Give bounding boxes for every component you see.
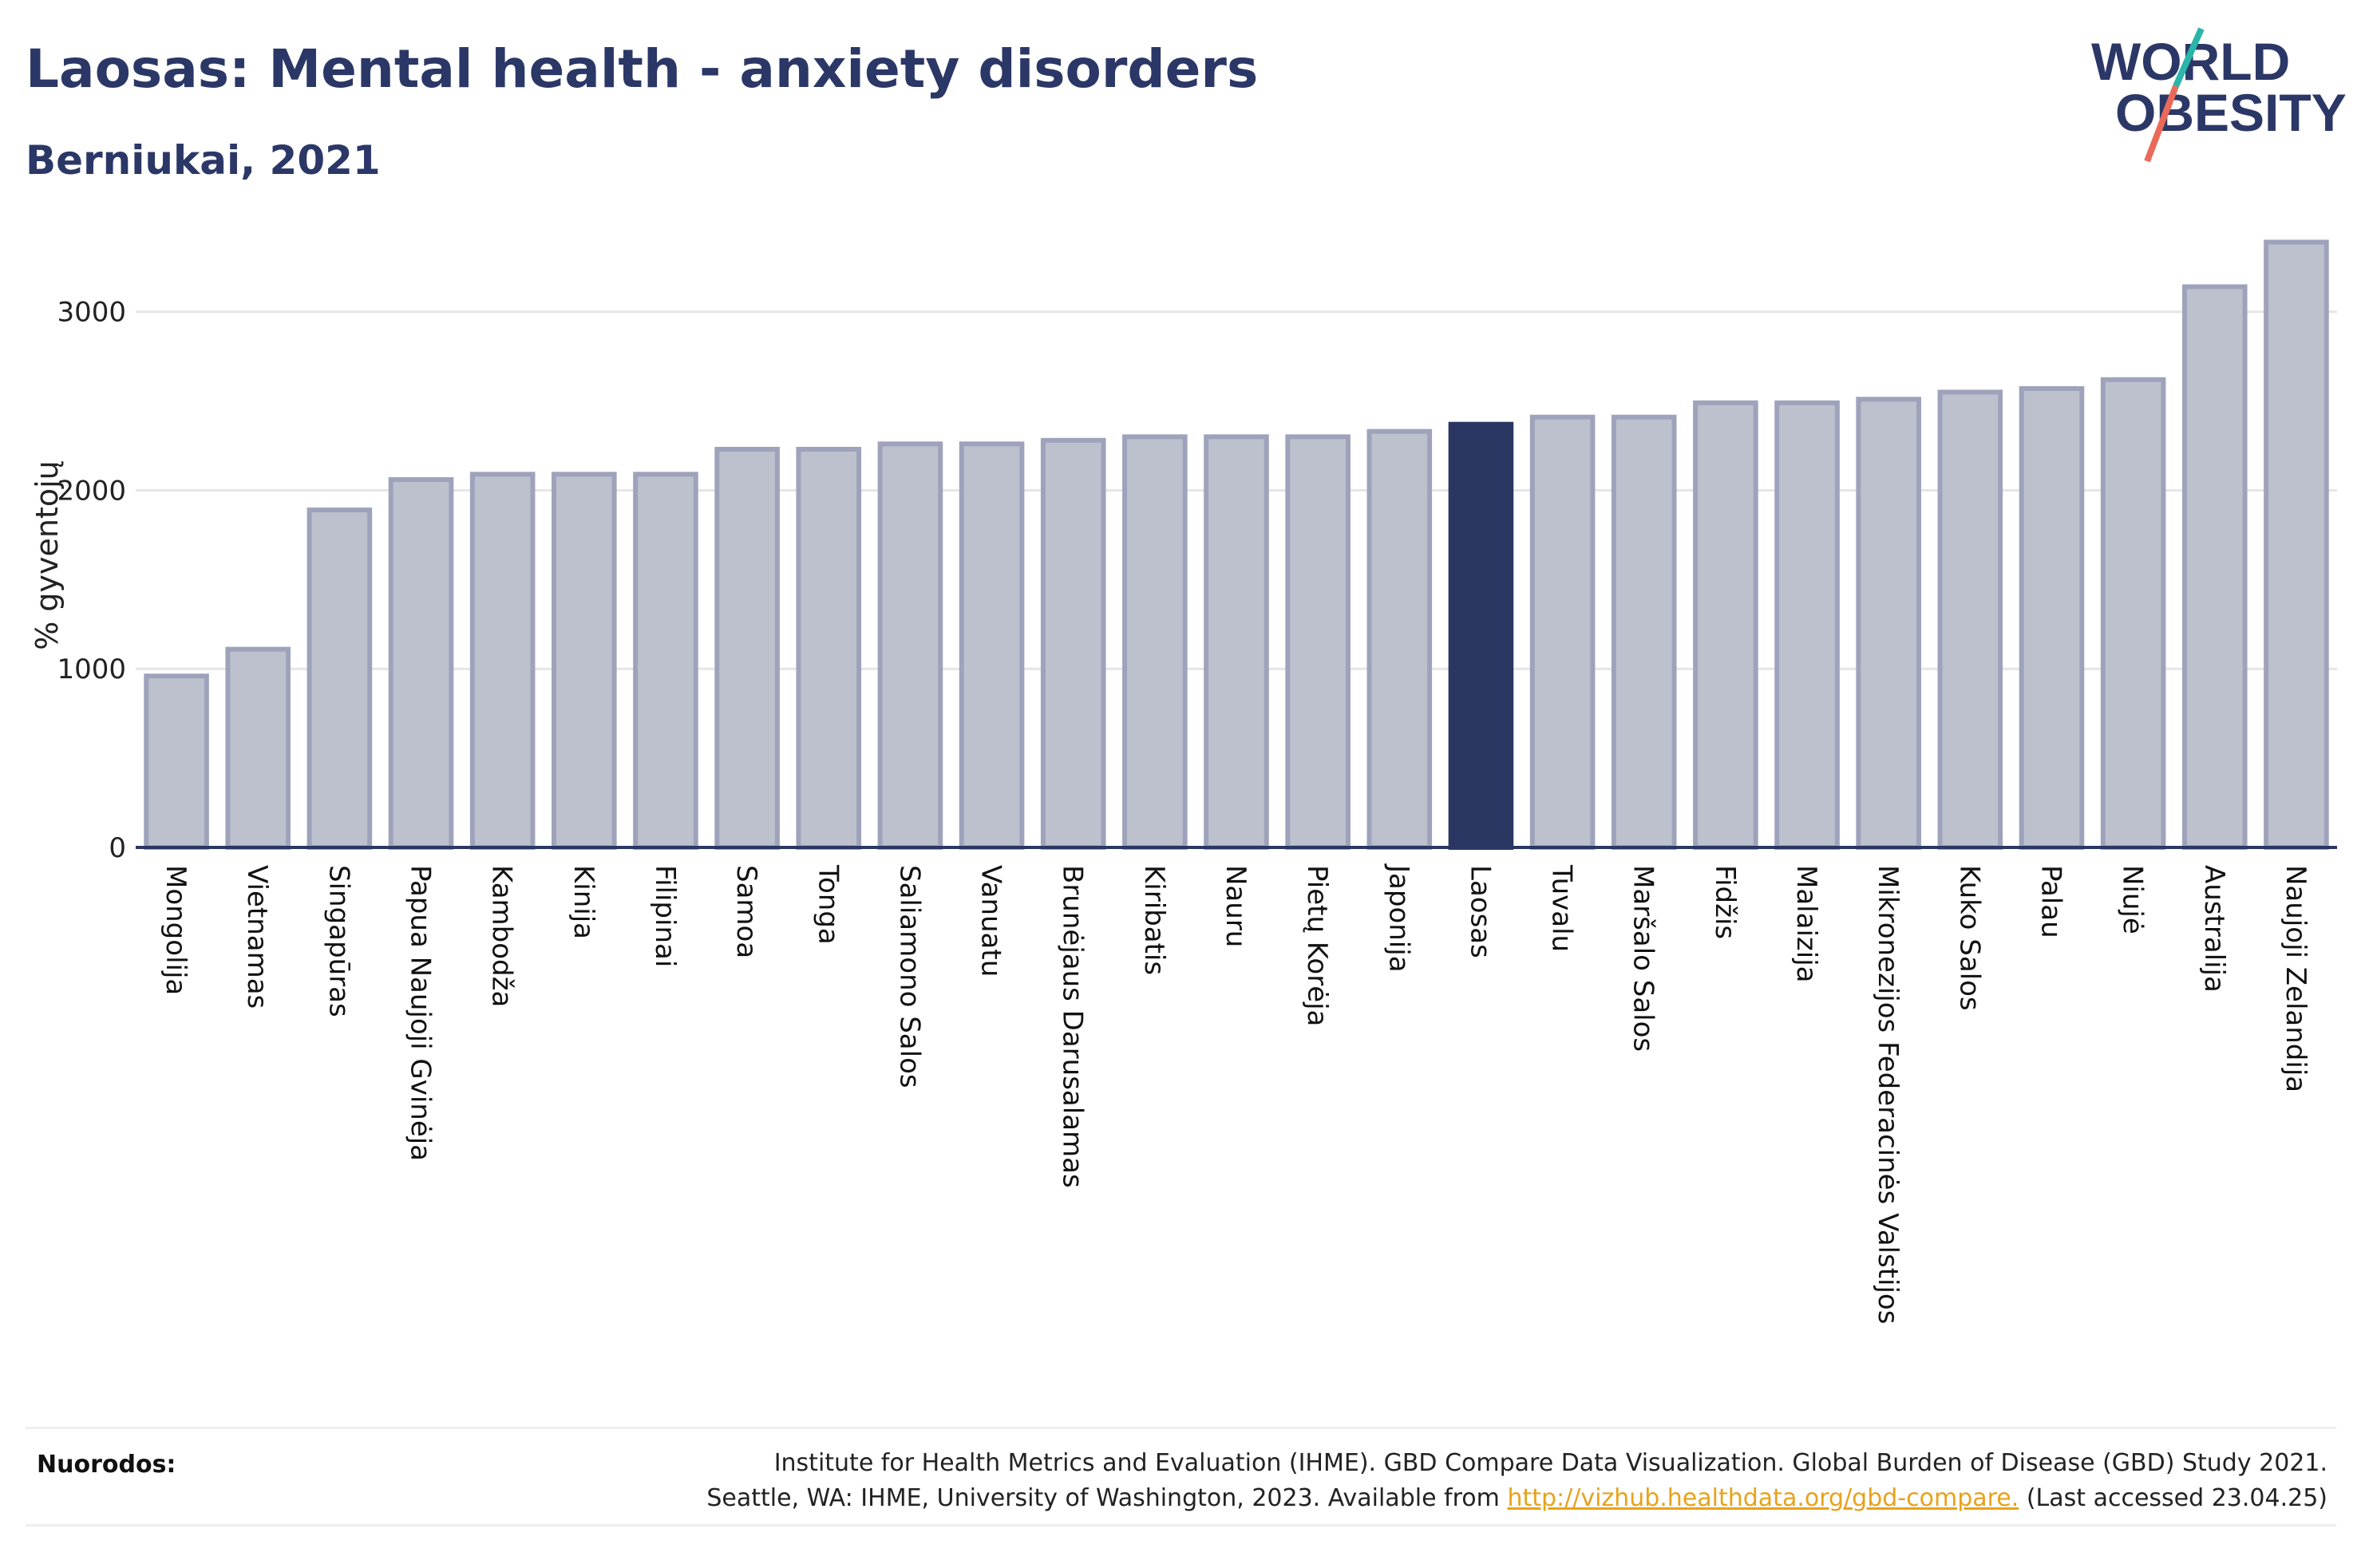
bar: [1693, 400, 1758, 850]
bar: [877, 441, 943, 850]
x-tick-label: Kinija: [568, 865, 599, 939]
references-accessed: (Last accessed 23.04.25): [2026, 1484, 2327, 1512]
bar: [552, 472, 617, 850]
y-tick-label: 2000: [57, 475, 126, 507]
y-axis-title: % gyventojų: [30, 460, 65, 650]
x-tick-label: Malaizija: [1790, 865, 1822, 982]
x-tick-label: Nauru: [1220, 865, 1252, 947]
references-label: Nuorodos:: [37, 1451, 176, 1479]
y-tick-label: 0: [109, 832, 126, 864]
bar: [469, 472, 536, 850]
bar: [1040, 437, 1106, 851]
bar: [1529, 414, 1596, 850]
footer-divider-bottom: [26, 1524, 2336, 1527]
x-tick-label: Australija: [2198, 865, 2230, 993]
x-tick-label: Vanuatu: [975, 865, 1007, 977]
world-obesity-logo: WORLD OBESITY: [2091, 27, 2347, 163]
x-tick-label: Naujoji Zelandija: [2280, 865, 2312, 1092]
bar: [1856, 397, 1921, 850]
x-tick-label: Brunėjaus Darusalamas: [1057, 865, 1089, 1188]
bar: [959, 441, 1025, 850]
x-tick-label: Mongolija: [160, 865, 192, 995]
bar: [144, 673, 209, 851]
x-tick-label: Tuvalu: [1546, 864, 1578, 952]
x-tick-label: Japonija: [1382, 863, 1414, 973]
bar: [2181, 284, 2248, 850]
bar: [714, 446, 780, 851]
bar-chart: 0 1000 2000 3000 % gyventojų Mongolija Vietnam…: [30, 239, 2337, 1324]
chart-subtitle: Berniukai, 2021: [26, 137, 381, 184]
bar: [2019, 385, 2085, 850]
bar: [388, 477, 454, 850]
x-tick-label: Kuko Salos: [1953, 865, 1985, 1011]
x-tick-label: Singapūras: [322, 865, 354, 1017]
footer-divider-top: [26, 1427, 2336, 1429]
x-tick-label: Niujė: [2117, 865, 2149, 934]
references-line-2-text: Seattle, WA: IHME, University of Washing…: [706, 1484, 1500, 1512]
x-tick-label: Pietų Korėja: [1301, 865, 1333, 1026]
bar: [1204, 434, 1269, 850]
x-tick-label: Kiribatis: [1138, 865, 1170, 975]
x-tick-label: Maršalo Salos: [1627, 865, 1659, 1052]
bar: [1774, 400, 1840, 850]
references-link[interactable]: http://vizhub.healthdata.org/gbd-compare…: [1507, 1484, 2019, 1512]
y-tick-label: 1000: [57, 654, 126, 685]
bar: [225, 646, 291, 850]
bar: [306, 508, 373, 850]
chart-title: Laosas: Mental health - anxiety disorder…: [26, 38, 1259, 100]
x-tick-label: Saliamono Salos: [893, 865, 925, 1088]
bar: [796, 446, 862, 851]
x-tick-label: Filipinai: [649, 865, 681, 967]
x-tick-label: Kambodža: [486, 865, 518, 1007]
bar: [2264, 239, 2329, 850]
references-line-1: Institute for Health Metrics and Evaluat…: [773, 1449, 2327, 1477]
x-tick-label: Fidžis: [1709, 865, 1741, 939]
logo-slash-teal: [2173, 27, 2205, 88]
references-text: Institute for Health Metrics and Evaluat…: [412, 1446, 2327, 1516]
x-tick-label: Vietnamas: [241, 865, 273, 1009]
logo-line-2: OBESITY: [2115, 83, 2347, 142]
y-tick-label: 3000: [57, 297, 126, 329]
bar: [1122, 434, 1188, 850]
bar: [1285, 434, 1351, 850]
x-tick-label: Tonga: [812, 864, 844, 945]
references-line-2: Seattle, WA: IHME, University of Washing…: [412, 1481, 2327, 1516]
x-tick-label: Laosas: [1464, 865, 1496, 958]
bar: [633, 472, 698, 850]
bar-highlight: [1448, 421, 1514, 850]
bar: [2100, 377, 2166, 850]
bar: [1611, 414, 1677, 850]
x-tick-label: Papua Naujoji Gvinėja: [405, 865, 437, 1161]
x-tick-label: Palau: [2035, 865, 2066, 938]
bar: [1937, 389, 2003, 850]
x-tick-label: Mikronezijos Federacinės Valstijos: [1872, 865, 1904, 1324]
logo-slash-coral: [2144, 85, 2179, 163]
logo-line-1: WORLD: [2091, 32, 2290, 91]
bar: [1366, 429, 1433, 850]
x-tick-label: Samoa: [730, 865, 762, 958]
